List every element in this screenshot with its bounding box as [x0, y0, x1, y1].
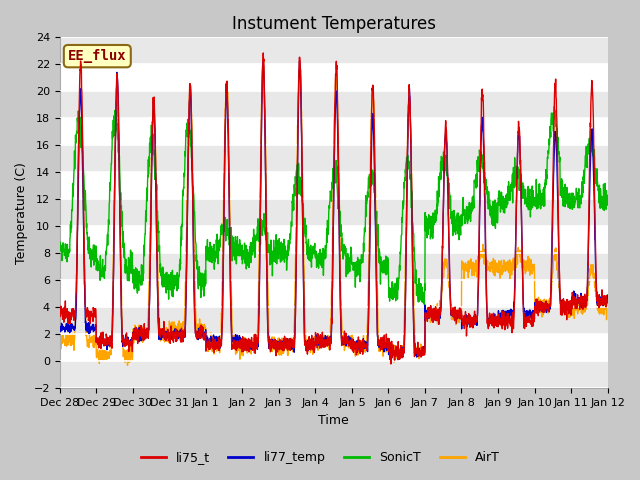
Title: Instument Temperatures: Instument Temperatures: [232, 15, 436, 33]
li75_t: [259, 50, 267, 56]
li75_t: [493, 319, 501, 324]
SonicT: [362, 227, 369, 233]
AirT: [362, 341, 370, 347]
li77_temp: [556, 288, 563, 294]
AirT: [604, 296, 611, 301]
SonicT: [556, 158, 563, 164]
li75_t: [571, 301, 579, 307]
AirT: [571, 306, 579, 312]
Bar: [60, 307, 607, 335]
Line: li77_temp: li77_temp: [60, 61, 607, 358]
AirT: [209, 342, 216, 348]
Bar: [60, 253, 607, 280]
Bar: [60, 91, 607, 119]
SonicT: [56, 242, 63, 248]
li77_temp: [56, 324, 63, 330]
Line: SonicT: SonicT: [60, 107, 607, 304]
li75_t: [387, 361, 395, 367]
AirT: [56, 343, 63, 348]
li77_temp: [604, 292, 611, 298]
li75_t: [209, 345, 216, 350]
Bar: [60, 199, 607, 227]
Y-axis label: Temperature (C): Temperature (C): [15, 162, 28, 264]
AirT: [350, 343, 358, 349]
SonicT: [604, 200, 611, 205]
li77_temp: [349, 343, 357, 348]
li77_temp: [388, 355, 396, 361]
AirT: [124, 362, 131, 368]
Text: EE_flux: EE_flux: [68, 49, 127, 63]
li75_t: [349, 349, 357, 355]
li77_temp: [209, 338, 216, 344]
li77_temp: [493, 322, 501, 328]
SonicT: [571, 200, 579, 205]
SonicT: [209, 246, 216, 252]
Bar: [60, 361, 607, 388]
SonicT: [550, 104, 558, 109]
Line: AirT: AirT: [60, 60, 607, 365]
Legend: li75_t, li77_temp, SonicT, AirT: li75_t, li77_temp, SonicT, AirT: [136, 446, 504, 469]
li75_t: [56, 312, 63, 318]
li77_temp: [296, 58, 303, 64]
Line: li75_t: li75_t: [60, 53, 607, 364]
Bar: [60, 37, 607, 64]
li75_t: [362, 343, 369, 348]
Bar: [60, 145, 607, 172]
AirT: [556, 290, 563, 296]
li77_temp: [571, 299, 579, 305]
li77_temp: [362, 341, 369, 347]
AirT: [493, 269, 501, 275]
X-axis label: Time: Time: [318, 414, 349, 427]
li75_t: [556, 273, 563, 278]
SonicT: [493, 220, 500, 226]
li75_t: [604, 300, 611, 306]
AirT: [260, 57, 268, 63]
SonicT: [349, 266, 357, 272]
SonicT: [420, 301, 428, 307]
